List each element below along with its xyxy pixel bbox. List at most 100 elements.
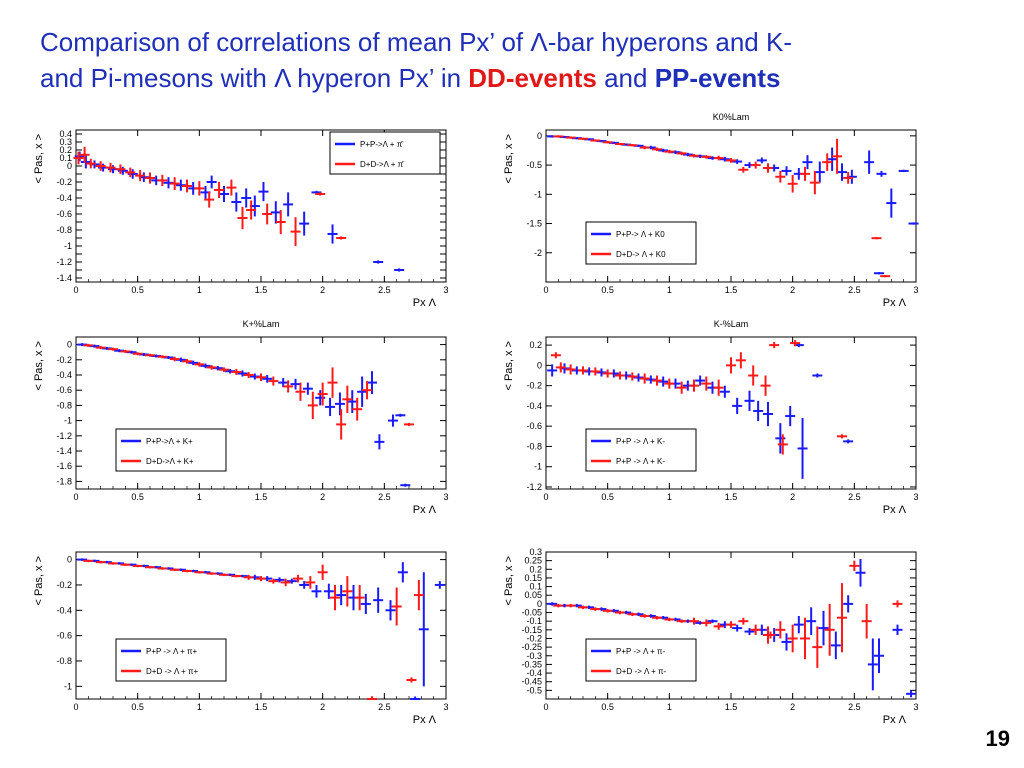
data-point-red: [404, 422, 414, 426]
data-point-blue: [357, 376, 368, 407]
data-point-red: [120, 349, 131, 353]
chart-svg-piplus: 0 0.5 1 1.5 2 2.5 3 0 -0.2 -0.4 -0.6 -0.8 -1 Px Λ < Pa…: [33, 551, 449, 726]
y-tick-label: -2: [534, 248, 542, 258]
data-point-red: [342, 576, 353, 607]
data-point-blue: [241, 188, 252, 208]
x-tick-label: 2: [790, 702, 795, 712]
data-point-red: [726, 158, 736, 163]
data-point-blue: [756, 157, 767, 164]
y-tick-label: -0.25: [521, 642, 542, 652]
x-tick-label: 0.5: [601, 492, 614, 502]
data-point-red: [590, 139, 601, 142]
data-point-blue: [286, 578, 297, 584]
chart-panel-k0: K0%Lam 0 0.5 1 1.5 2 2.5 3 0 -0.5 -1 -1.5 -2 Px Λ < Pa…: [500, 108, 920, 313]
y-axis-label: < Pas, x >: [503, 556, 515, 606]
data-point-red: [590, 367, 601, 376]
data-point-blue: [645, 375, 656, 384]
legend-label: P+P->Λ + π̄: [360, 140, 404, 149]
data-point-red: [295, 382, 306, 401]
data-point-blue: [898, 169, 909, 173]
data-point-red: [652, 615, 662, 620]
data-point-red: [406, 677, 417, 683]
data-point-red: [169, 356, 180, 362]
data-point-blue: [658, 148, 669, 153]
data-point-blue: [270, 201, 281, 224]
y-tick-label: -1.5: [526, 219, 542, 229]
data-point-blue: [830, 631, 841, 660]
x-tick-label: 1: [667, 285, 672, 295]
data-point-red: [231, 368, 242, 375]
data-point-red: [578, 605, 588, 610]
data-point-blue: [843, 439, 854, 444]
chart-svg-antilambda: 0 0.5 1 1.5 2 2.5 30.40.30.20.10-0.2-0.4-0.6-0…: [33, 129, 449, 309]
data-point-blue: [855, 558, 866, 587]
data-point-red: [157, 355, 168, 359]
data-point-red: [246, 200, 257, 220]
data-point-red: [809, 170, 820, 195]
legend-box: [585, 428, 697, 472]
data-point-blue: [395, 413, 406, 417]
x-tick-label: 2: [790, 492, 795, 502]
x-tick-label: 1.5: [255, 702, 268, 712]
data-point-red: [120, 563, 131, 566]
x-tick-label: 0.5: [601, 285, 614, 295]
data-point-blue: [876, 170, 887, 177]
data-point-red: [652, 147, 662, 152]
x-tick-label: 1: [197, 702, 202, 712]
data-point-red: [336, 409, 347, 440]
data-point-red: [79, 146, 90, 163]
y-tick-label: -1.2: [56, 431, 72, 441]
data-point-red: [701, 155, 712, 159]
data-point-blue: [818, 610, 829, 646]
chart-panel-kminus: K-%Lam 0 0.5 1 1.5 2 2.5 3 0.2 0 -0.2 -0.4 -0.6 -0.8 -…: [500, 315, 920, 520]
x-tick-label: 0: [543, 285, 548, 295]
data-point-red: [219, 367, 229, 372]
data-point-red: [750, 161, 761, 169]
y-tick-label: -1.2: [526, 482, 542, 492]
data-point-red: [108, 562, 118, 565]
data-point-blue: [274, 577, 285, 583]
data-point-blue: [874, 272, 884, 275]
data-point-blue: [262, 375, 273, 383]
y-tick-label: -0.6: [56, 385, 72, 395]
data-point-red: [290, 217, 301, 246]
data-point-blue: [385, 600, 396, 621]
data-point-red: [726, 621, 736, 629]
y-tick-label: -0.2: [526, 633, 542, 643]
legend-label: P+P -> Λ + K-: [616, 457, 665, 466]
data-point-blue: [744, 628, 755, 636]
data-point-red: [837, 434, 847, 439]
data-point-red: [317, 564, 328, 580]
data-point-red: [578, 137, 588, 140]
data-point-red: [317, 382, 328, 406]
data-point-red: [892, 600, 903, 608]
data-point-red: [550, 352, 561, 359]
data-point-blue: [732, 624, 743, 632]
data-point-blue: [258, 182, 269, 202]
data-point-red: [169, 568, 180, 572]
y-tick-label: -0.05: [521, 608, 542, 618]
data-point-blue: [434, 581, 445, 589]
y-tick-label: 0: [67, 555, 72, 565]
data-point-red: [664, 617, 675, 622]
data-point-red: [206, 572, 217, 575]
x-tick-label: 3: [913, 492, 918, 502]
data-point-red: [861, 603, 872, 639]
x-tick-label: 2.5: [848, 492, 861, 502]
data-point-red: [689, 617, 699, 625]
data-point-red: [256, 373, 266, 382]
title-line-1: Comparison of correlations of mean Px’ o…: [40, 27, 792, 57]
data-point-red: [775, 170, 786, 183]
data-point-blue: [418, 572, 429, 687]
data-point-red: [182, 179, 192, 193]
data-point-red: [800, 617, 810, 660]
data-point-red: [226, 179, 237, 196]
y-tick-label: -0.4: [526, 668, 542, 678]
data-point-red: [787, 175, 798, 193]
y-tick-label: -0.8: [56, 400, 72, 410]
x-tick-label: 3: [913, 285, 918, 295]
y-tick-label: -0.4: [56, 193, 72, 203]
data-point-blue: [74, 151, 85, 162]
data-point-blue: [397, 562, 408, 583]
x-tick-label: 0.5: [601, 702, 614, 712]
